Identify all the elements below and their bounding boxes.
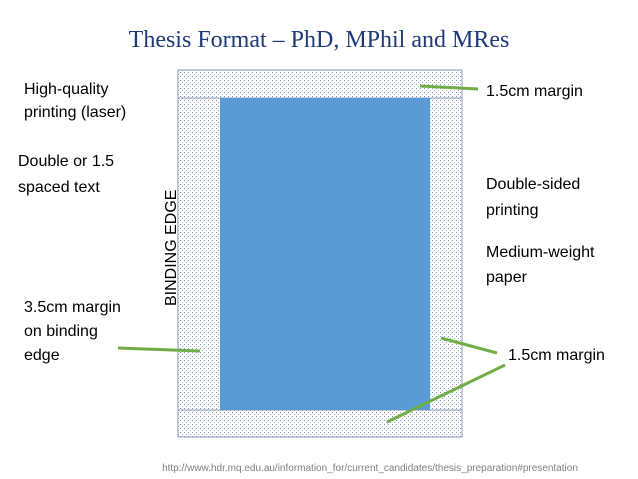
note: Double-sided — [486, 176, 580, 193]
note: 1.5cm margin — [486, 83, 583, 100]
note: edge — [24, 347, 60, 364]
bottom-margin-band — [177, 409, 463, 438]
note: paper — [486, 269, 528, 286]
binding-edge-label: BINDING EDGE — [163, 190, 180, 306]
source-url: http://www.hdr.mq.edu.au/information_for… — [162, 463, 578, 474]
title: Thesis Format – PhD, MPhil and MRes — [129, 27, 510, 53]
note: Medium-weight — [486, 244, 595, 261]
pointer — [419, 84, 479, 91]
note: printing (laser) — [24, 104, 126, 121]
text-area — [220, 98, 430, 410]
note: 1.5cm margin — [508, 347, 605, 364]
note: printing — [486, 202, 538, 219]
top-margin-band — [177, 69, 463, 99]
note: High-quality — [24, 81, 108, 98]
pointer — [117, 346, 201, 353]
note: spaced text — [18, 179, 100, 196]
note: Double or 1.5 — [18, 153, 114, 170]
pointer — [440, 336, 498, 355]
note: 3.5cm margin — [24, 299, 121, 316]
pointer — [386, 363, 506, 424]
note: on binding — [24, 323, 98, 340]
